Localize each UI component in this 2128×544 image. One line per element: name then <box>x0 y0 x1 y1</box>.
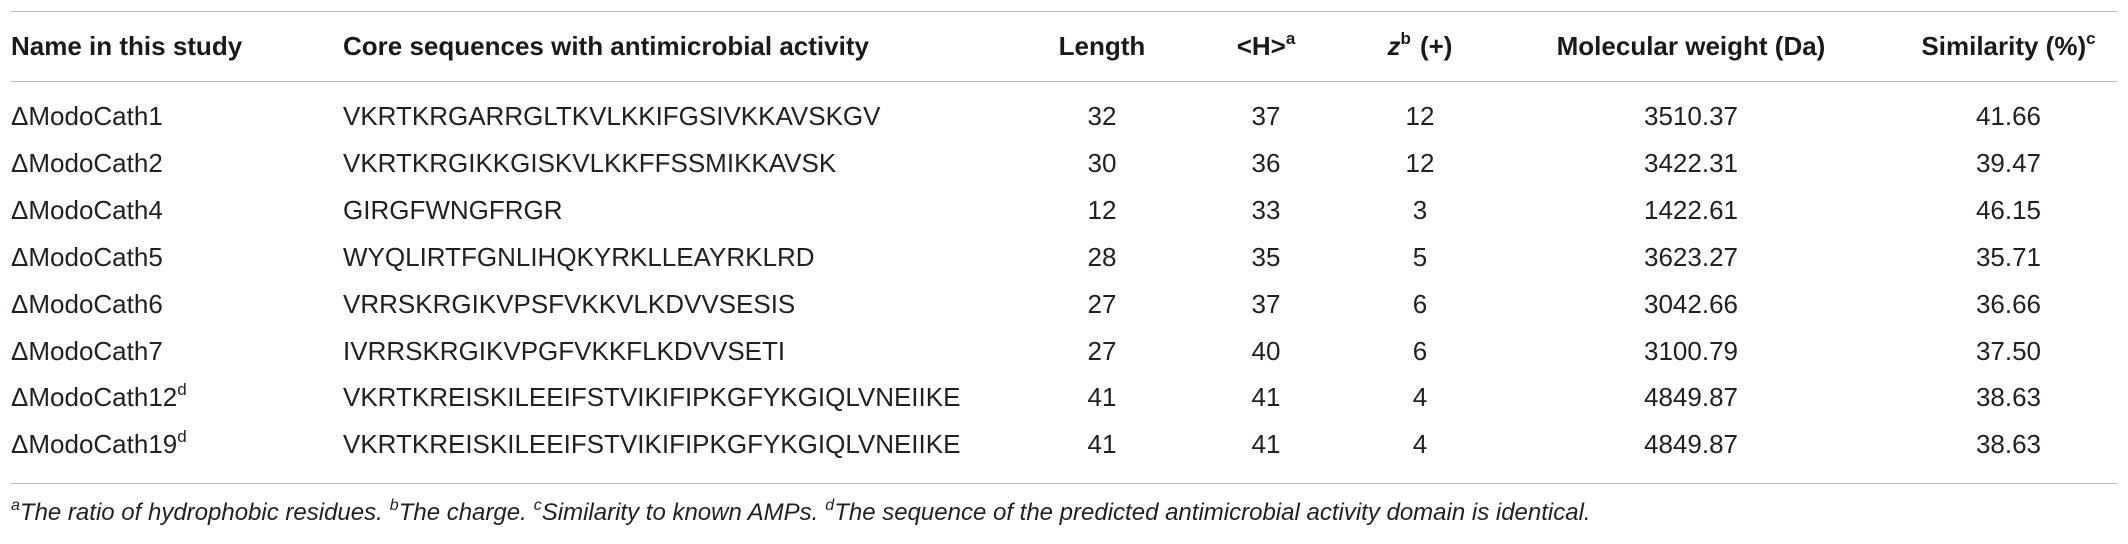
data-cell: 41.66 <box>1975 101 2042 131</box>
data-cell: 4849.87 <box>1644 429 1738 460</box>
footnote-marker: a <box>11 497 20 514</box>
data-cell: 3100.79 <box>1644 335 1738 366</box>
data-cell: 4849.87 <box>1644 382 1738 413</box>
top-rule <box>11 11 2117 12</box>
header-rule <box>11 81 2117 82</box>
data-cell: 6 <box>1412 288 1428 319</box>
data-cell: 30 <box>1087 147 1117 178</box>
footnote-marker: d <box>825 497 835 514</box>
superscript: d <box>177 380 187 400</box>
cell-text: ΔModoCath6 <box>11 288 163 319</box>
data-cell: 41 <box>1087 429 1117 460</box>
data-cell: 38.63 <box>1975 382 2042 413</box>
data-cell: 3510.37 <box>1644 101 1738 131</box>
cell-text-suffix: (+) <box>1419 31 1453 61</box>
cell-text: ΔModoCath2 <box>11 147 163 178</box>
data-cell: 4 <box>1412 382 1428 413</box>
data-cell: 12 <box>1087 194 1117 225</box>
cell-text: Molecular weight (Da) <box>1556 31 1826 61</box>
data-cell: 5 <box>1412 241 1428 272</box>
data-cell: 4 <box>1412 429 1428 460</box>
data-cell: 36 <box>1251 147 1281 178</box>
cell-text: ΔModoCath12 <box>11 382 178 413</box>
data-cell: 12 <box>1405 147 1435 178</box>
cell-text: z <box>1387 31 1401 61</box>
data-cell: VKRTKRGARRGLTKVLKKIFGSIVKKAVSKGV <box>343 101 881 131</box>
footnote-text: The sequence of the predicted antimicrob… <box>834 499 1591 526</box>
superscript: d <box>177 427 187 447</box>
footnote-text: Similarity to known AMPs. <box>541 499 819 526</box>
footnote-marker: c <box>533 497 542 514</box>
row-name-cell: ΔModoCath6 <box>11 287 341 321</box>
footnote-text: The charge. <box>398 499 527 526</box>
data-cell: 37 <box>1251 288 1281 319</box>
cell-text: ΔModoCath7 <box>11 335 163 366</box>
cell-text: ΔModoCath5 <box>11 241 163 272</box>
data-cell: 3 <box>1412 194 1428 225</box>
cell-text: ΔModoCath19 <box>11 429 178 460</box>
cell-text: Length <box>1058 31 1146 61</box>
footnote-marker: b <box>389 497 399 514</box>
data-cell: WYQLIRTFGNLIHQKYRKLLEAYRKLRD <box>343 241 815 272</box>
superscript: c <box>2086 29 2096 48</box>
data-cell: 35.71 <box>1975 241 2042 272</box>
data-cell: 3042.66 <box>1644 288 1738 319</box>
data-cell: 27 <box>1087 288 1117 319</box>
data-cell: 32 <box>1087 101 1117 131</box>
bottom-rule <box>11 483 2117 484</box>
cell-text: Name in this study <box>11 31 243 61</box>
row-name-cell: ΔModoCath2 <box>11 146 341 180</box>
data-cell: 41 <box>1251 429 1281 460</box>
data-cell: 28 <box>1087 241 1117 272</box>
data-cell: 41 <box>1251 382 1281 413</box>
data-cell: 3422.31 <box>1644 147 1738 178</box>
data-cell: 12 <box>1405 101 1435 131</box>
footnote-text: The ratio of hydrophobic residues. <box>19 499 383 526</box>
header-cell: Name in this study <box>11 29 341 63</box>
row-name-cell: ΔModoCath4 <box>11 193 341 227</box>
data-cell: 37.50 <box>1975 335 2042 366</box>
data-cell: 6 <box>1412 335 1428 366</box>
data-cell: VKRTKREISKILEEIFSTVIKIFIPKGFYKGIQLVNEIIK… <box>343 429 961 460</box>
data-cell: GIRGFWNGFRGR <box>343 194 563 225</box>
header-cell: zb (+) <box>1348 29 1492 63</box>
header-cell: Core sequences with antimicrobial activi… <box>343 29 1020 63</box>
row-name-cell: ΔModoCath5 <box>11 240 341 274</box>
cell-text: ΔModoCath4 <box>11 194 163 225</box>
data-cell: VRRSKRGIKVPSFVKKVLKDVVSESIS <box>343 288 796 319</box>
cell-text: Core sequences with antimicrobial activi… <box>343 31 869 61</box>
header-cell: Similarity (%)c <box>1890 29 2127 63</box>
header-cell: Length <box>1020 29 1184 63</box>
data-cell: VKRTKREISKILEEIFSTVIKIFIPKGFYKGIQLVNEIIK… <box>343 382 961 413</box>
data-cell: 38.63 <box>1975 429 2042 460</box>
row-name-cell: ΔModoCath12d <box>11 380 341 414</box>
row-name-cell: ΔModoCath1 <box>11 99 341 133</box>
data-cell: 27 <box>1087 335 1117 366</box>
data-cell: 36.66 <box>1975 288 2042 319</box>
data-cell: 37 <box>1251 101 1281 131</box>
cell-text: ΔModoCath1 <box>11 101 163 131</box>
data-cell: 1422.61 <box>1644 194 1738 225</box>
data-cell: VKRTKRGIKKGISKVLKKFFSSMIKKAVSK <box>343 147 837 178</box>
header-cell: <H>a <box>1184 29 1348 63</box>
data-cell: IVRRSKRGIKVPGFVKKFLKDVVSETI <box>343 335 786 366</box>
data-cell: 40 <box>1251 335 1281 366</box>
data-cell: 33 <box>1251 194 1281 225</box>
row-name-cell: ΔModoCath19d <box>11 427 341 461</box>
row-name-cell: ΔModoCath7 <box>11 334 341 368</box>
data-cell: 41 <box>1087 382 1117 413</box>
footnote: aThe ratio of hydrophobic residues. bThe … <box>11 497 1591 527</box>
data-cell: 39.47 <box>1975 147 2042 178</box>
superscript: a <box>1285 29 1296 48</box>
header-cell: Molecular weight (Da) <box>1492 29 1890 63</box>
cell-text: <H> <box>1236 31 1286 61</box>
superscript: b <box>1400 29 1411 48</box>
cell-text: Similarity (%) <box>1921 31 2087 61</box>
data-cell: 35 <box>1251 241 1281 272</box>
data-cell: 46.15 <box>1975 194 2042 225</box>
data-cell: 3623.27 <box>1644 241 1738 272</box>
